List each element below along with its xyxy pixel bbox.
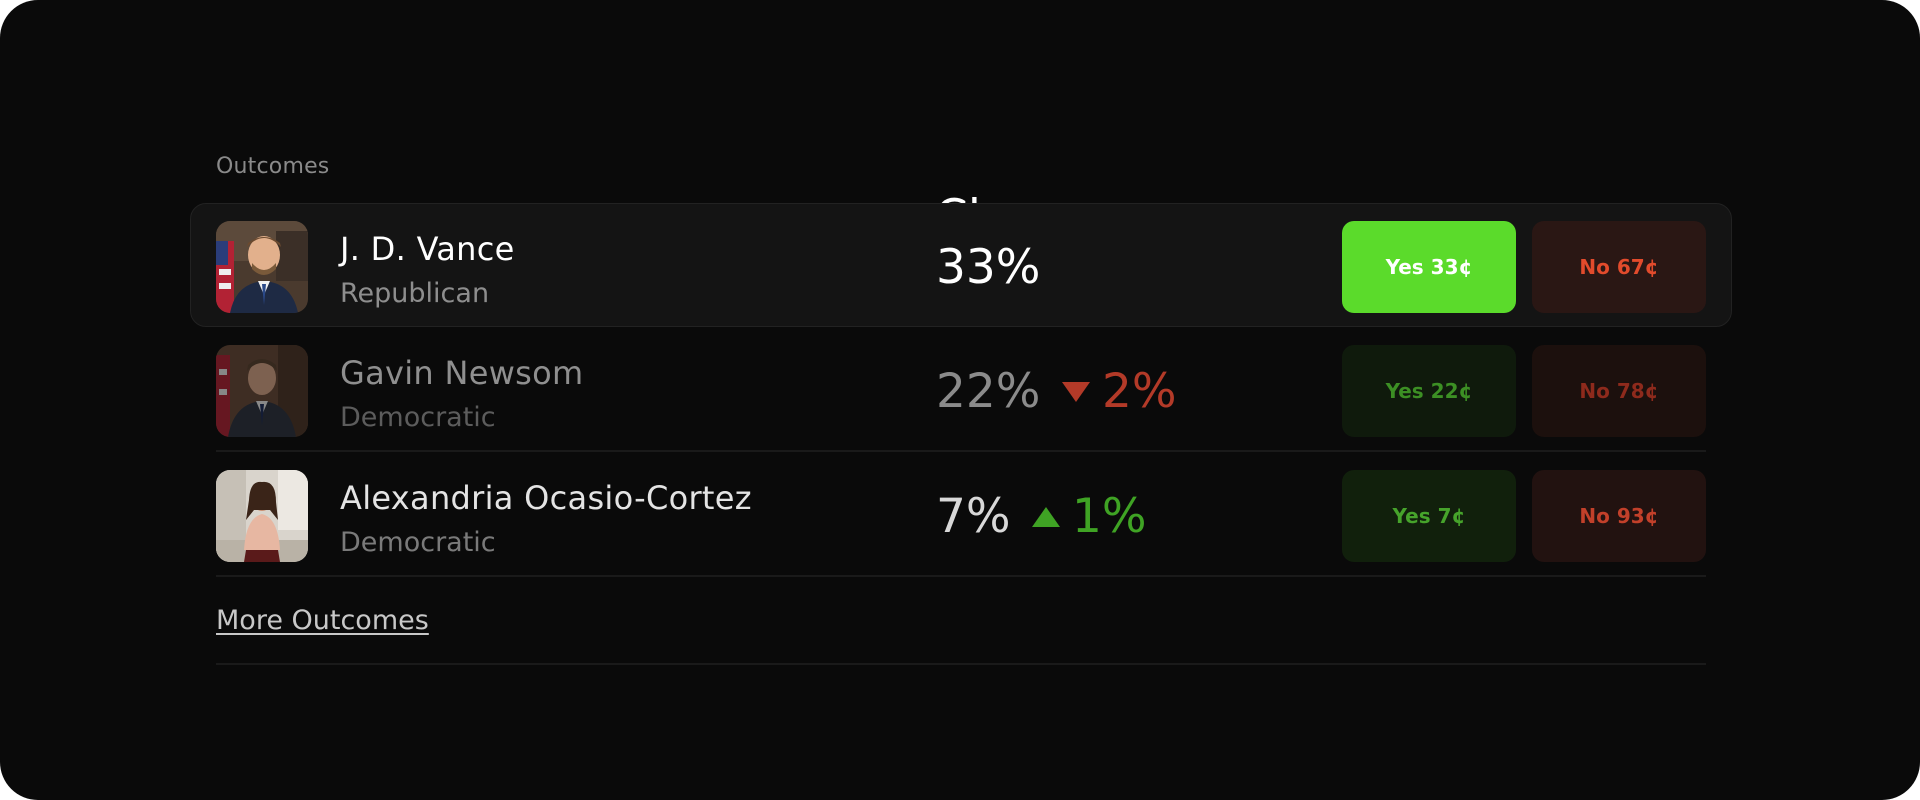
outcome-party: Republican	[340, 278, 490, 309]
avatar-newsom	[216, 345, 308, 437]
outcome-party: Democratic	[340, 402, 496, 433]
outcome-name: J. D. Vance	[340, 230, 515, 268]
outcome-row-ocasio-cortez[interactable]: Alexandria Ocasio-Cortez Democratic 7% 1…	[216, 453, 1706, 577]
outcome-chance: 33%	[936, 240, 1041, 295]
table-header: Outcomes Chance	[216, 154, 1706, 245]
up-arrow-icon	[1032, 506, 1060, 527]
buy-no-button[interactable]: No 78¢	[1532, 345, 1706, 437]
avatar-ocasio-cortez	[216, 470, 308, 562]
buy-yes-button[interactable]: Yes 22¢	[1342, 345, 1516, 437]
outcomes-column-header: Outcomes	[216, 154, 330, 179]
down-arrow-icon	[1062, 381, 1090, 402]
outcome-chance: 7%	[936, 489, 1011, 544]
outcome-name: Alexandria Ocasio-Cortez	[340, 479, 752, 517]
outcome-chance: 22%	[936, 364, 1041, 419]
outcome-name: Gavin Newsom	[340, 354, 584, 392]
outcome-row-vance[interactable]: J. D. Vance Republican 33% Yes 33¢ No 67…	[190, 203, 1732, 327]
outcome-party: Democratic	[340, 527, 496, 558]
chance-change-value: 2%	[1102, 364, 1177, 419]
divider	[216, 663, 1706, 665]
chance-change-value: 1%	[1072, 489, 1147, 544]
buy-no-button[interactable]: No 67¢	[1532, 221, 1706, 313]
more-outcomes-link[interactable]: More Outcomes	[216, 605, 429, 636]
chance-change-up: 1%	[1032, 489, 1147, 544]
buy-yes-button[interactable]: Yes 7¢	[1342, 470, 1516, 562]
chance-change-down: 2%	[1062, 364, 1177, 419]
buy-yes-button[interactable]: Yes 33¢	[1342, 221, 1516, 313]
outcome-row-newsom[interactable]: Gavin Newsom Democratic 22% 2% Yes 22¢ N…	[216, 328, 1706, 452]
buy-no-button[interactable]: No 93¢	[1532, 470, 1706, 562]
avatar-vance	[216, 221, 308, 313]
